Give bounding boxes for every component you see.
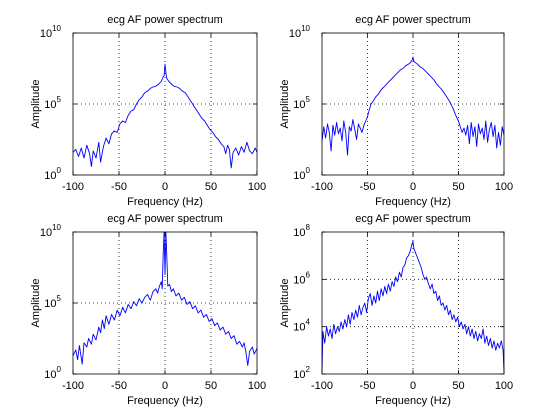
x-tick-label: -100	[311, 181, 333, 193]
chart-title: ecg AF power spectrum	[107, 14, 223, 26]
chart-title: ecg AF power spectrum	[107, 213, 223, 225]
x-axis-label: Frequency (Hz)	[375, 196, 451, 208]
y-tick-label: 104	[293, 318, 310, 334]
x-tick-label: -100	[62, 380, 84, 392]
x-axis-label: Frequency (Hz)	[127, 196, 203, 208]
x-tick-label: 50	[452, 181, 464, 193]
x-tick-label: 50	[205, 380, 217, 392]
y-axis-label: Amplitude	[279, 80, 291, 129]
y-tick-label: 102	[293, 365, 310, 381]
y-tick-label: 100	[44, 166, 61, 182]
x-tick-label: -100	[62, 181, 84, 193]
x-tick-label: 50	[452, 380, 464, 392]
x-tick-label: -50	[360, 181, 376, 193]
y-tick-label: 105	[44, 294, 61, 310]
y-axis-label: Amplitude	[279, 279, 291, 328]
y-axis-label: Amplitude	[30, 279, 42, 328]
chart-title: ecg AF power spectrum	[355, 14, 471, 26]
x-tick-label: -100	[311, 380, 333, 392]
x-tick-label: 50	[205, 181, 217, 193]
x-tick-label: 0	[410, 181, 416, 193]
y-tick-label: 1010	[289, 24, 311, 40]
x-tick-label: 100	[495, 380, 513, 392]
y-tick-label: 1010	[40, 24, 62, 40]
series-line	[321, 241, 505, 372]
x-tick-label: 100	[248, 380, 266, 392]
y-tick-label: 105	[44, 95, 61, 111]
y-tick-label: 108	[293, 223, 310, 239]
x-tick-label: 0	[162, 380, 168, 392]
chart-panel-4: -100 -50 0 50 100 102 104 106 108 ecg AF power sp…	[279, 213, 513, 407]
y-axis-label: Amplitude	[30, 80, 42, 129]
y-tick-label: 100	[44, 365, 61, 381]
y-tick-label: 106	[293, 270, 310, 286]
chart-panel-1: -100 -50 0 50 100 100 105 1010 ecg AF power spec…	[30, 14, 266, 208]
chart-panel-3: -100 -50 0 50 100 100 105 1010 ecg AF power spec…	[30, 213, 266, 407]
series-line	[72, 63, 258, 169]
x-tick-label: 0	[410, 380, 416, 392]
y-tick-label: 100	[293, 166, 310, 182]
series-line	[321, 56, 505, 156]
plot-area	[322, 232, 504, 374]
x-tick-label: -50	[360, 380, 376, 392]
x-tick-label: -50	[111, 380, 127, 392]
y-tick-label: 1010	[40, 223, 62, 239]
x-axis-label: Frequency (Hz)	[375, 395, 451, 407]
x-tick-label: 0	[162, 181, 168, 193]
x-tick-label: 100	[495, 181, 513, 193]
chart-panel-2: -100 -50 0 50 100 100 105 1010 ecg AF power spec…	[279, 14, 513, 208]
x-axis-label: Frequency (Hz)	[127, 395, 203, 407]
x-tick-label: -50	[111, 181, 127, 193]
x-tick-label: 100	[248, 181, 266, 193]
chart-title: ecg AF power spectrum	[355, 213, 471, 225]
y-tick-label: 105	[293, 95, 310, 111]
